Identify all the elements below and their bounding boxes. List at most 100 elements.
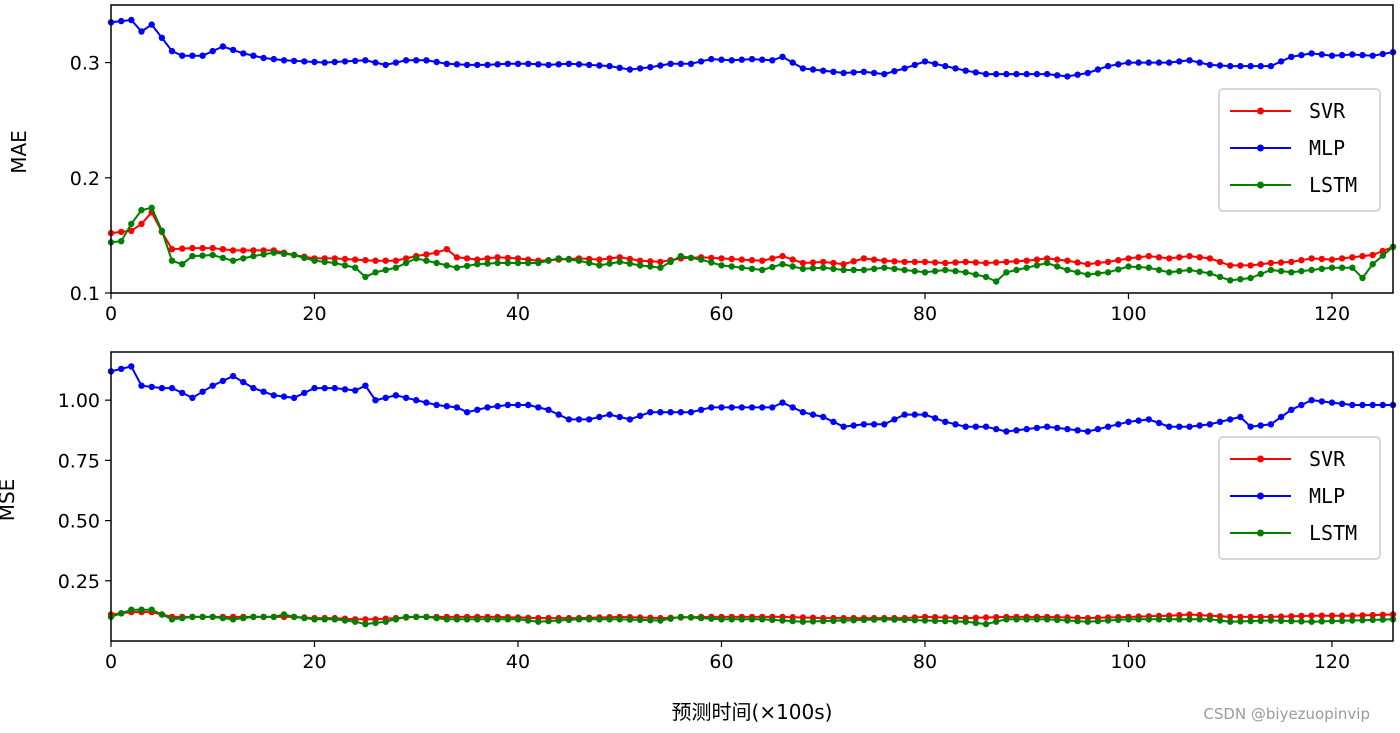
data-point	[1267, 62, 1275, 70]
data-point	[280, 611, 288, 618]
data-point	[1277, 259, 1285, 266]
data-point	[769, 255, 776, 262]
data-point	[1369, 611, 1376, 619]
data-point	[830, 265, 837, 272]
data-point	[494, 259, 501, 267]
data-point	[392, 616, 400, 623]
data-point	[586, 259, 593, 267]
data-point	[148, 21, 155, 28]
data-point	[138, 220, 145, 228]
data-point	[1237, 613, 1244, 621]
data-point	[1186, 616, 1193, 623]
data-point	[1308, 397, 1315, 404]
data-point	[1043, 255, 1051, 262]
data-point	[789, 256, 796, 263]
data-point	[1176, 616, 1183, 623]
y-tick-label: 0.25	[58, 571, 100, 593]
data-point	[697, 58, 705, 65]
data-point	[962, 67, 969, 74]
data-point	[575, 416, 583, 423]
data-point	[250, 247, 257, 254]
data-point	[1379, 247, 1387, 255]
data-point	[850, 617, 857, 624]
data-point	[1104, 258, 1112, 266]
data-point	[260, 388, 267, 395]
data-point	[413, 255, 420, 262]
data-point	[565, 256, 573, 263]
data-point	[494, 403, 501, 410]
data-point	[118, 365, 125, 373]
data-point	[1237, 262, 1244, 269]
data-point	[229, 46, 237, 54]
data-point	[718, 616, 725, 623]
data-point	[870, 256, 878, 263]
data-point	[189, 252, 196, 260]
data-point	[1349, 401, 1356, 409]
series-mlp	[107, 16, 1397, 80]
data-point	[514, 259, 522, 267]
data-point	[250, 252, 257, 260]
data-point	[341, 262, 349, 269]
data-point	[1206, 61, 1214, 69]
data-point	[799, 259, 807, 267]
data-point	[952, 267, 959, 275]
data-point	[1074, 617, 1081, 625]
data-point	[779, 617, 786, 624]
data-point	[555, 61, 562, 68]
data-point	[565, 60, 573, 67]
data-point	[626, 66, 634, 73]
data-point	[809, 411, 817, 418]
series-lstm	[107, 204, 1397, 285]
data-point	[1013, 258, 1020, 265]
data-point	[901, 616, 908, 624]
data-point	[1043, 259, 1051, 267]
data-point	[626, 616, 634, 623]
x-tick-label: 100	[1110, 651, 1146, 673]
data-point	[1054, 256, 1061, 263]
data-point	[535, 404, 542, 411]
data-point	[219, 246, 227, 253]
series-line-mlp	[110, 365, 1393, 433]
legend: SVR MLP LSTM	[1218, 436, 1381, 560]
data-point	[1135, 59, 1142, 66]
data-point	[891, 258, 898, 265]
watermark: CSDN @biyezuopinvip	[1203, 705, 1370, 723]
data-point	[280, 57, 288, 64]
data-point	[769, 57, 776, 64]
data-point	[199, 252, 206, 259]
data-point	[443, 60, 450, 67]
data-point	[525, 401, 532, 409]
data-point	[352, 618, 359, 625]
data-point	[352, 387, 359, 394]
data-point	[280, 393, 288, 400]
data-point	[128, 363, 135, 370]
data-point	[596, 616, 603, 623]
data-point	[962, 423, 969, 430]
series-svr	[107, 209, 1397, 269]
data-point	[1318, 612, 1326, 619]
data-point	[525, 617, 532, 624]
data-point	[931, 259, 939, 266]
data-point	[433, 401, 440, 409]
data-point	[413, 613, 420, 621]
data-point	[606, 616, 613, 623]
data-point	[1328, 256, 1336, 263]
data-point	[881, 257, 888, 264]
data-point	[860, 266, 868, 274]
data-point	[1318, 255, 1326, 263]
data-point	[1267, 259, 1275, 267]
data-point	[290, 613, 298, 621]
data-point	[952, 259, 959, 266]
data-point	[616, 616, 623, 623]
data-point	[1216, 62, 1224, 69]
data-point	[158, 34, 166, 41]
data-point	[372, 619, 379, 627]
data-point	[820, 617, 827, 625]
data-point	[433, 259, 440, 267]
data-point	[677, 60, 684, 67]
data-point	[433, 249, 440, 256]
legend-entry-svr: SVR	[1309, 99, 1346, 123]
data-point	[667, 409, 674, 416]
data-point	[596, 262, 603, 269]
legend-swatch-marker	[1257, 144, 1264, 152]
